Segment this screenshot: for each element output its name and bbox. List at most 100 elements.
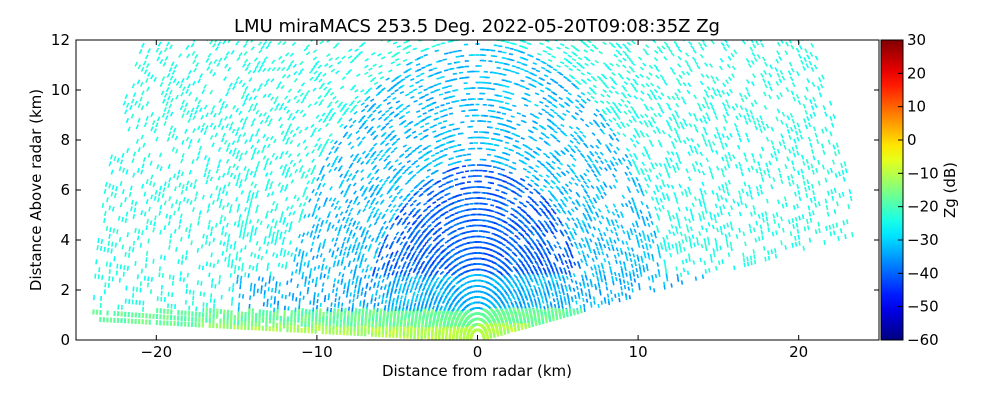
radar-gate [173, 275, 174, 280]
radar-gate [223, 206, 225, 210]
radar-gate [435, 170, 439, 171]
radar-gate [348, 184, 351, 187]
radar-gate [187, 76, 189, 80]
radar-gate [438, 123, 442, 124]
radar-gate [286, 262, 287, 266]
radar-gate [255, 254, 256, 258]
radar-gate [403, 236, 406, 239]
radar-gate [99, 274, 100, 279]
radar-gate [284, 217, 286, 221]
radar-gate [453, 51, 457, 52]
radar-gate [133, 287, 134, 292]
radar-gate [368, 75, 372, 77]
radar-gate [349, 279, 350, 283]
radar-gate [244, 166, 246, 170]
radar-gate [331, 308, 332, 312]
radar-gate [379, 295, 380, 299]
radar-gate [436, 271, 439, 274]
radar-gate [357, 137, 360, 140]
radar-gate [286, 141, 288, 145]
radar-gate [349, 307, 350, 311]
radar-gate [258, 289, 259, 293]
radar-gate [286, 53, 289, 56]
radar-gate [291, 180, 293, 184]
radar-gate [344, 104, 347, 107]
radar-gate [225, 104, 227, 108]
radar-gate [363, 227, 365, 230]
radar-gate [328, 275, 329, 279]
radar-gate [308, 287, 309, 291]
radar-gate [163, 62, 165, 66]
radar-gate [410, 268, 412, 271]
radar-gate [416, 191, 419, 193]
radar-gate [232, 129, 234, 133]
radar-gate [306, 52, 309, 55]
radar-gate [245, 59, 248, 63]
radar-gate [398, 163, 401, 165]
radar-gate [143, 143, 145, 148]
radar-gate [380, 275, 382, 279]
radar-gate [170, 76, 172, 80]
radar-gate [420, 194, 423, 196]
radar-gate [371, 192, 374, 195]
radar-gate [423, 38, 427, 39]
radar-gate [351, 101, 354, 104]
radar-gate [109, 161, 111, 166]
radar-gate [351, 218, 353, 221]
radar-gate [184, 197, 185, 201]
radar-gate [123, 189, 124, 194]
radar-gate [302, 83, 305, 86]
radar-gate [343, 290, 344, 294]
radar-gate [290, 113, 293, 116]
radar-gate [135, 101, 137, 106]
radar-gate [166, 102, 168, 106]
radar-gate [194, 185, 196, 189]
radar-gate [459, 195, 463, 196]
radar-gate [256, 209, 258, 213]
radar-gate [167, 73, 169, 77]
radar-gate [371, 118, 374, 121]
radar-gate [183, 87, 185, 91]
radar-gate [263, 145, 265, 149]
radar-gate [404, 252, 406, 255]
radar-gate [320, 308, 321, 313]
radar-gate [145, 276, 146, 281]
radar-gate [188, 234, 189, 239]
radar-gate [408, 147, 412, 149]
radar-gate [365, 204, 368, 207]
radar-gate [444, 53, 448, 54]
radar-gate [145, 122, 147, 127]
radar-gate [130, 192, 131, 197]
radar-gate [109, 276, 110, 281]
radar-gate [192, 108, 194, 112]
radar-gate [267, 267, 268, 271]
radar-gate [290, 160, 292, 164]
radar-gate [332, 225, 334, 229]
radar-gate [169, 104, 171, 108]
radar-gate [181, 271, 182, 276]
radar-gate [370, 309, 371, 314]
radar-gate [448, 131, 452, 132]
radar-gate [336, 238, 338, 242]
radar-gate [262, 277, 263, 281]
radar-gate [389, 204, 392, 207]
radar-gate [188, 118, 190, 122]
radar-gate [447, 193, 451, 194]
radar-gate [270, 161, 272, 165]
radar-gate [449, 52, 453, 53]
radar-gate [212, 283, 213, 288]
radar-gate [237, 127, 239, 131]
radar-gate [238, 173, 240, 177]
radar-gate [250, 220, 251, 224]
radar-gate [410, 79, 414, 81]
radar-gate [109, 234, 110, 239]
radar-gate [239, 294, 240, 298]
radar-gate [240, 229, 241, 233]
radar-gate [441, 238, 444, 240]
radar-gate [259, 276, 260, 280]
radar-gate [264, 240, 265, 244]
radar-gate [239, 219, 240, 223]
radar-gate [162, 193, 163, 198]
radar-gate [387, 276, 389, 280]
radar-gate [438, 140, 442, 141]
